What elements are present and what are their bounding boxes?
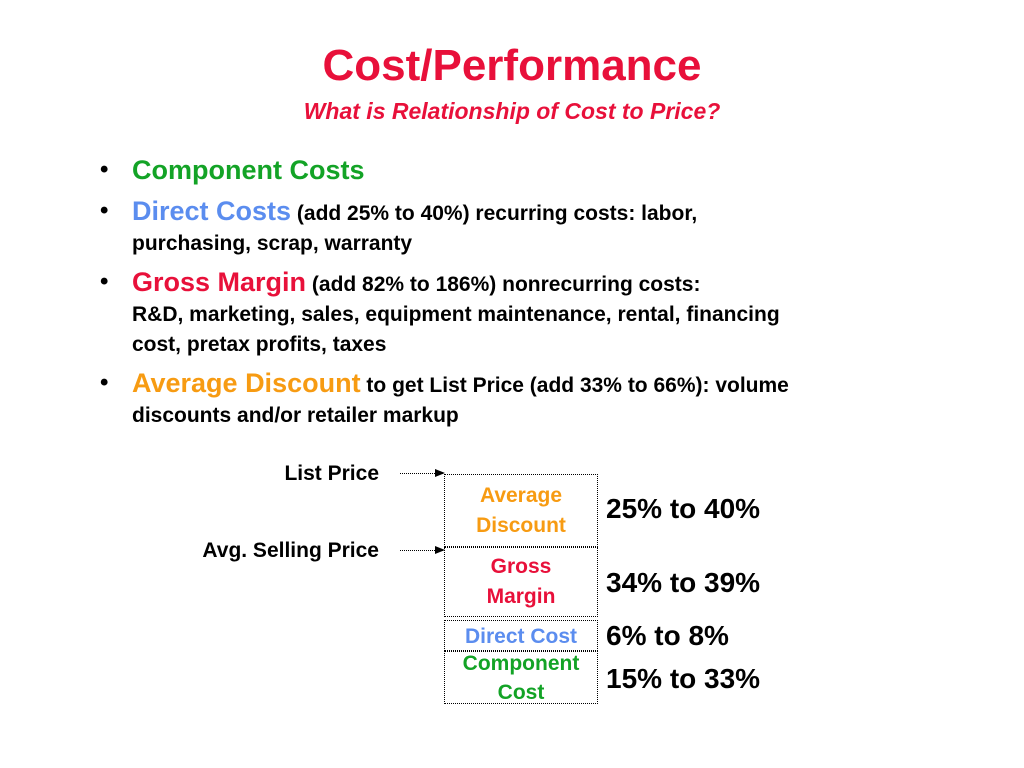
bullet-list: • Component Costs • Direct Costs (add 25… [100,155,970,439]
direct-cost-box: Direct Cost [444,620,598,651]
direct-cost-percentage: 6% to 8% [606,620,729,651]
bullet-description-line: R&D, marketing, sales, equipment mainten… [132,303,780,326]
box-label-line: Cost [497,680,545,704]
bullet-keyword: Gross Margin [132,267,307,297]
bullet-description: (add 82% to 186%) nonrecurring costs: [311,273,701,296]
bullet-keyword: Average Discount [132,368,361,398]
gross-margin-percentage: 34% to 39% [606,567,761,598]
slide-title: Cost/Performance [322,41,702,90]
bullet-dot-icon: • [100,156,109,183]
bullet-gross-margin: • Gross Margin (add 82% to 186%) nonrecu… [100,267,970,360]
bullet-description: (add 25% to 40%) recurring costs: labor, [296,202,698,225]
avg-selling-price-label: Avg. Selling Price [202,539,379,562]
bullet-direct-costs: • Direct Costs (add 25% to 40%) recurrin… [100,196,970,259]
box-label-line: Direct Cost [464,625,578,648]
list-price-label: List Price [284,462,379,485]
bullet-description: to get List Price (add 33% to 66%): volu… [366,374,789,397]
component-cost-percentage: 15% to 33% [606,663,761,694]
box-label-line: Gross [490,555,552,578]
bullet-dot-icon: • [100,369,109,396]
box-label-line: Average [479,483,563,507]
box-label-line: Discount [476,513,566,537]
gross-margin-box: Gross Margin [444,547,598,617]
bullet-dot-icon: • [100,268,109,295]
bullet-description-line: cost, pretax profits, taxes [132,333,387,356]
bullet-description-line: purchasing, scrap, warranty [132,232,413,255]
average-discount-percentage: 25% to 40% [606,493,761,524]
bullet-average-discount: • Average Discount to get List Price (ad… [100,368,970,431]
bullet-description-line: discounts and/or retailer markup [132,404,459,427]
average-discount-box: Average Discount [444,474,598,547]
bullet-dot-icon: • [100,197,109,224]
list-price-arrow-icon [400,469,445,477]
slide-subtitle: What is Relationship of Cost to Price? [303,98,721,124]
component-cost-box: Component Cost [444,651,598,704]
bullet-component-costs: • Component Costs [100,155,970,188]
box-label-line: Margin [486,585,556,608]
avg-selling-price-arrow-icon [400,546,445,554]
box-label-line: Component [462,651,580,675]
bullet-keyword: Component Costs [132,155,365,185]
bullet-keyword: Direct Costs [132,196,292,226]
